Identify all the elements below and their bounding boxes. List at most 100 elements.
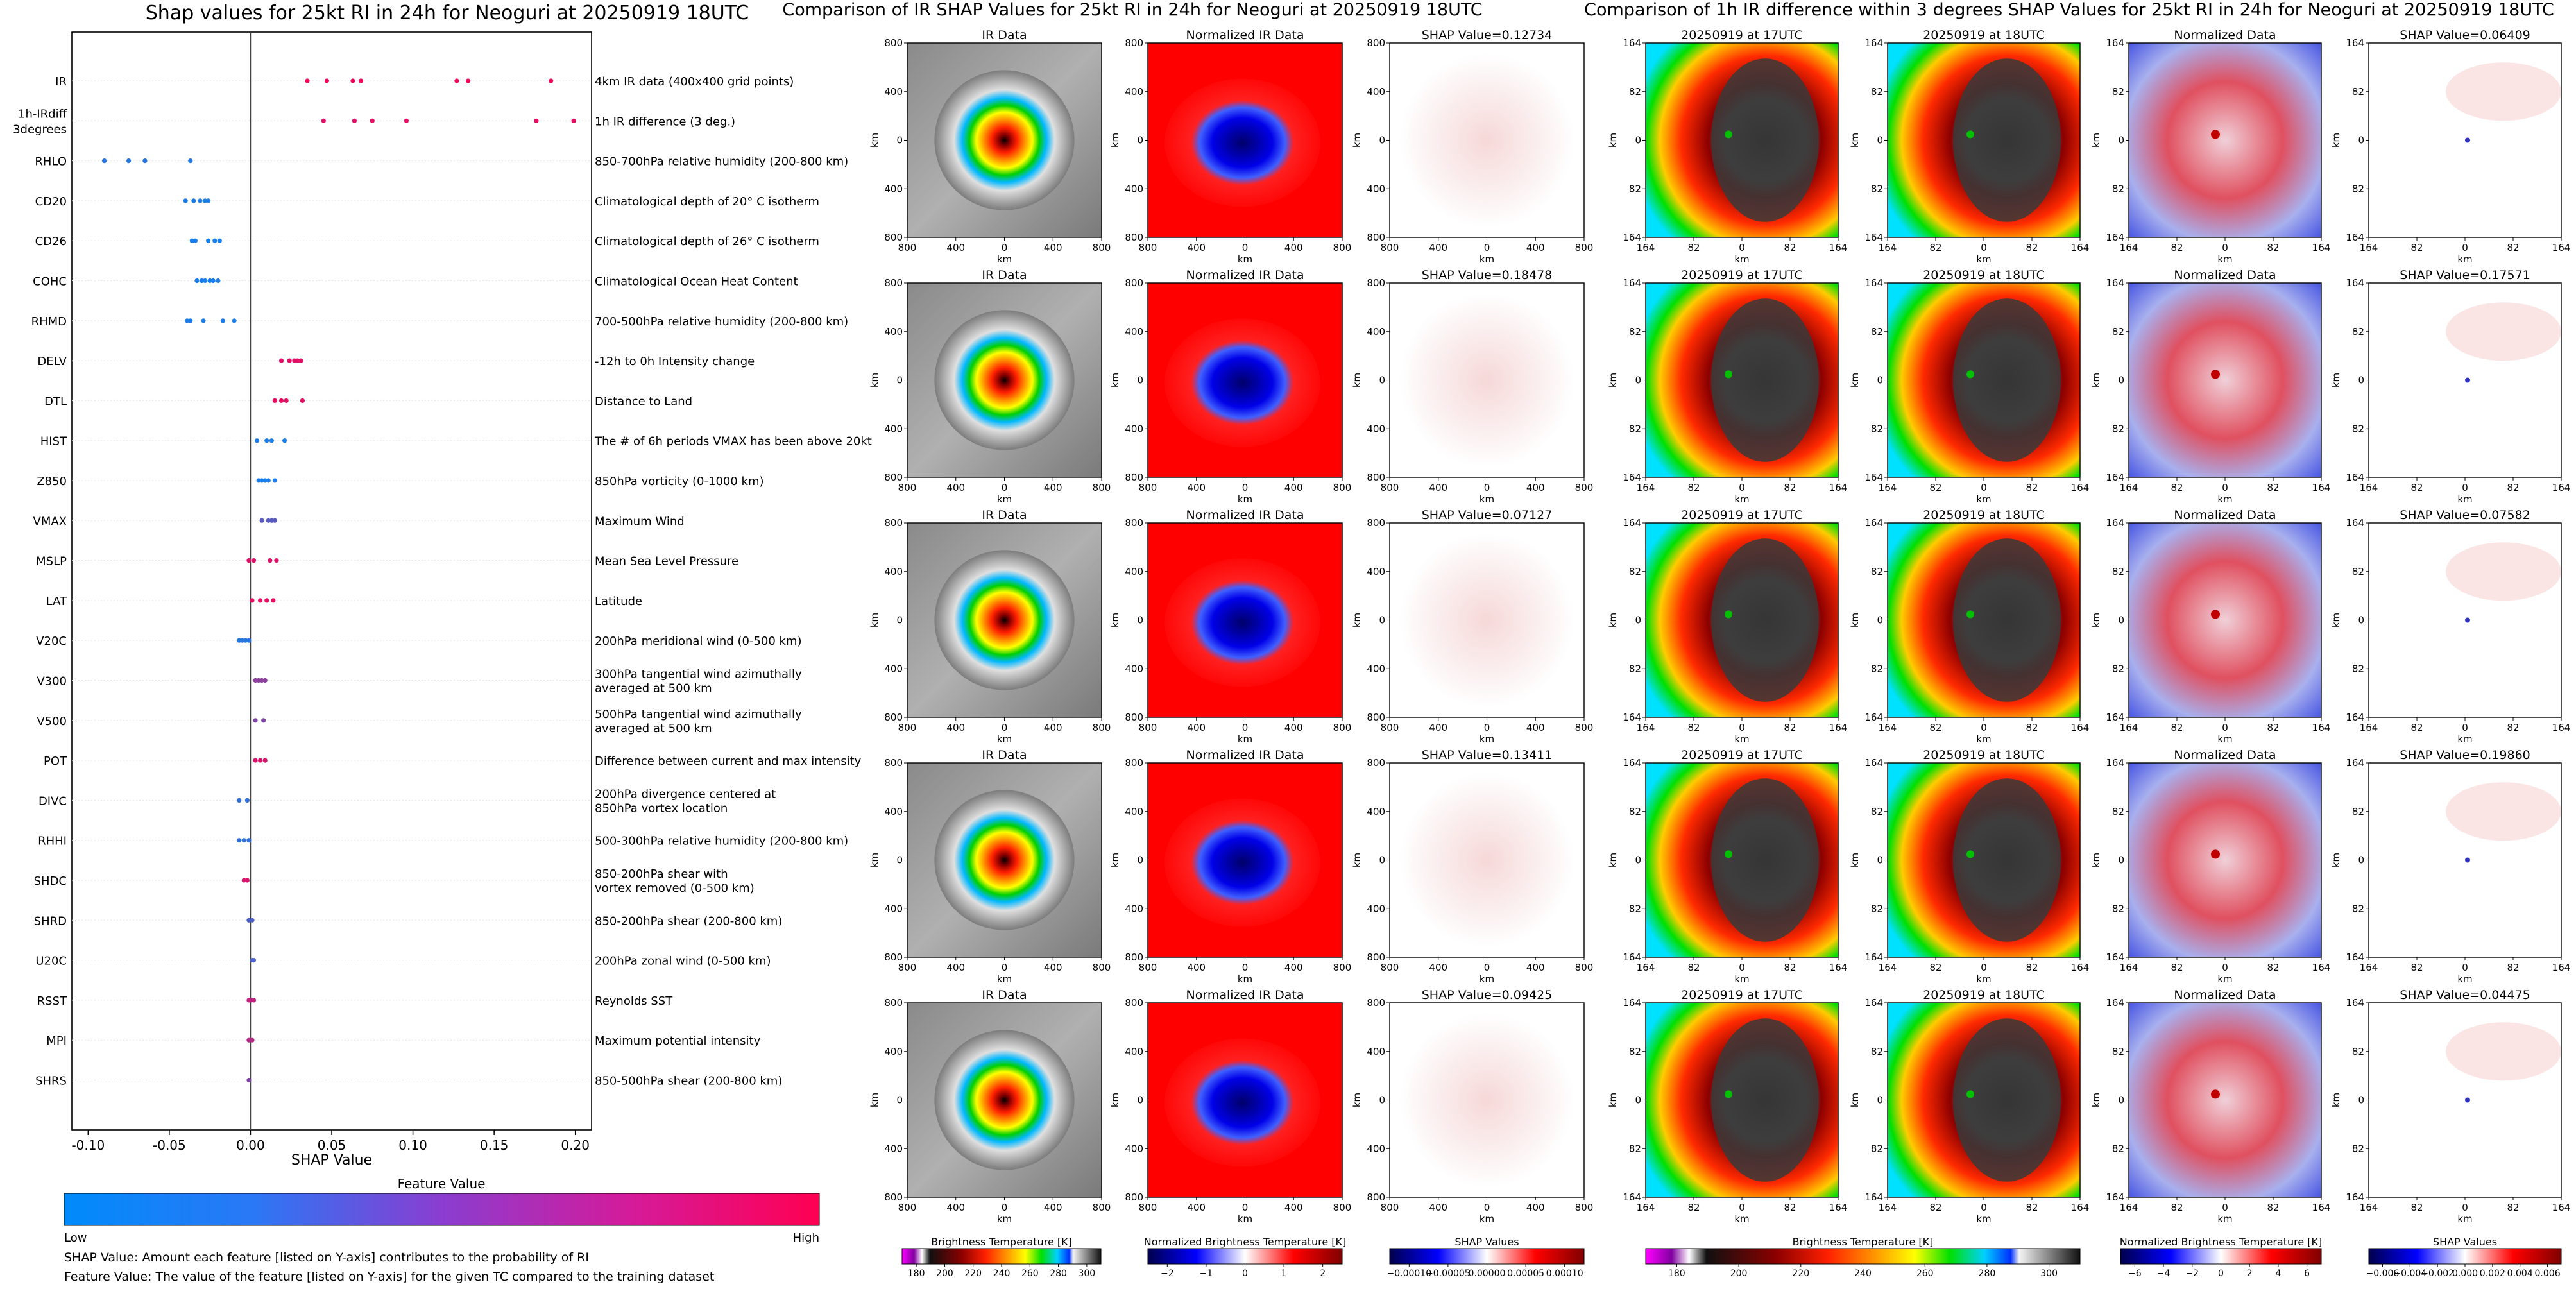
x-tick-label: 82	[2410, 242, 2423, 253]
y-tick-label: 800	[1367, 997, 1385, 1009]
x-tick-label: 82	[1687, 722, 1700, 733]
x-axis-label: km	[1734, 733, 1749, 745]
y-tick-label: 0	[1877, 855, 1883, 866]
y-tick-label: 82	[2352, 1143, 2364, 1154]
x-tick-label: 164	[2120, 242, 2138, 253]
feature-code: CD20	[35, 195, 67, 209]
shap-point	[256, 478, 261, 483]
shap-point	[241, 878, 246, 883]
x-tick-label: 400	[1429, 482, 1447, 493]
feature-description: 300hPa tangential wind azimuthally	[595, 668, 802, 681]
x-tick-label: 0	[1981, 482, 1987, 493]
panel-title: SHAP Value=0.04475	[2400, 988, 2530, 1002]
x-axis-label: km	[997, 733, 1012, 745]
x-tick-label: 800	[1139, 482, 1157, 493]
storm-shape	[1399, 533, 1574, 708]
x-tick-label: 164	[2312, 722, 2331, 733]
storm-shape	[2129, 1003, 2321, 1197]
feature-description: 850-700hPa relative humidity (200-800 km…	[595, 155, 848, 169]
shap-point	[243, 638, 248, 643]
shap-point	[194, 278, 200, 284]
colorbar-tick-label: 200	[936, 1268, 953, 1279]
y-tick-label: 400	[1367, 1143, 1385, 1154]
shap-point	[534, 118, 539, 123]
y-tick-label: 164	[1864, 1191, 1883, 1203]
x-tick-label: 0	[1739, 722, 1745, 733]
storm-shape	[1164, 78, 1320, 207]
y-tick-label: 0	[1137, 855, 1143, 866]
y-tick-label: 400	[884, 326, 903, 337]
shap-point	[278, 358, 284, 363]
y-axis-label: km	[2090, 1093, 2102, 1107]
shap-point	[251, 558, 257, 563]
x-tick-label: 0	[1981, 962, 1987, 973]
y-tick-label: 164	[1623, 37, 1641, 49]
storm-shape	[2446, 542, 2561, 601]
shap-point	[264, 598, 269, 603]
x-tick-label: 82	[1929, 1202, 1941, 1213]
colorbar-high-label: High	[793, 1231, 819, 1245]
panel-title: SHAP Value=0.09425	[1422, 988, 1553, 1002]
x-tick-label: 164	[2312, 962, 2331, 973]
y-tick-label: 0	[2358, 615, 2364, 626]
storm-shape	[2129, 523, 2321, 717]
feature-code: RHLO	[35, 155, 67, 169]
y-tick-label: 400	[884, 1143, 903, 1154]
y-tick-label: 164	[2106, 37, 2124, 49]
x-tick-label: 800	[898, 962, 917, 973]
y-tick-label: 82	[1871, 183, 1883, 194]
y-tick-label: 164	[2106, 517, 2124, 529]
y-tick-label: 82	[2352, 86, 2364, 98]
y-tick-label: 0	[1635, 135, 1641, 146]
y-tick-label: 0	[896, 855, 903, 866]
feature-descriptions: 4km IR data (400x400 grid points) 1h IR d…	[594, 75, 872, 1088]
y-tick-label: 0	[1137, 1095, 1143, 1106]
y-tick-label: 82	[1629, 326, 1641, 337]
y-tick-label: 0	[1379, 375, 1385, 386]
y-tick-label: 0	[2118, 615, 2124, 626]
y-tick-label: 164	[2106, 712, 2124, 723]
x-tick-label: 164	[1829, 722, 1848, 733]
x-tick-label: 82	[2507, 962, 2519, 973]
y-axis-label: km	[1109, 1093, 1121, 1107]
y-tick-label: 400	[1125, 566, 1143, 577]
y-tick-label: 164	[1623, 277, 1641, 289]
y-tick-label: 800	[1367, 712, 1385, 723]
y-tick-label: 800	[1367, 277, 1385, 289]
feature-code: 1h-IRdiff	[18, 107, 67, 121]
x-tick-label: 400	[946, 722, 965, 733]
y-tick-label: 800	[1367, 472, 1385, 483]
y-tick-label: 82	[2112, 86, 2124, 98]
y-tick-label: 164	[2106, 232, 2124, 243]
ir-group-title: Comparison of IR SHAP Values for 25kt RI…	[782, 0, 1482, 20]
y-tick-label: 82	[1629, 1046, 1641, 1057]
y-tick-label: 82	[2112, 566, 2124, 577]
colorbar-tick-label: 0.006	[2535, 1268, 2561, 1279]
x-axis-label: km	[1734, 253, 1749, 265]
x-tick-label: 800	[1333, 242, 1352, 253]
colorbar-tick-label: 2	[1320, 1268, 1326, 1279]
shap-summary-chart: Shap values for 25kt RI in 24h for Neogu…	[13, 2, 872, 1284]
colorbar-tick-label: −0.002	[2421, 1268, 2454, 1279]
y-tick-label: 82	[2352, 806, 2364, 817]
y-tick-label: 82	[1629, 183, 1641, 194]
y-tick-label: 800	[1367, 232, 1385, 243]
x-tick-label: 800	[1093, 242, 1111, 253]
y-tick-label: 400	[884, 663, 903, 674]
x-tick-label: 164	[2360, 482, 2378, 493]
shap-point	[324, 78, 330, 83]
colorbar-tick-label: 200	[1730, 1268, 1748, 1279]
x-tick-label: 400	[1526, 242, 1545, 253]
y-tick-label: 164	[1864, 472, 1883, 483]
x-axis-label: km	[2217, 493, 2232, 505]
feature-code-labels: IR 1h-IRdiff 3degrees RHLO CD20 CD26 COHC RHMD D…	[13, 75, 67, 1088]
panel-title: 20250919 at 17UTC	[1681, 268, 1803, 282]
x-tick-label: 82	[2026, 242, 2038, 253]
y-tick-label: 0	[896, 615, 903, 626]
shap-point	[272, 518, 278, 523]
feature-description: Climatological depth of 26° C isotherm	[595, 235, 819, 248]
colorbar-tick-label: 0.00010	[1546, 1268, 1583, 1279]
shap-point	[253, 758, 258, 763]
x-tick-label: 0	[1242, 482, 1249, 493]
feature-code: V500	[37, 715, 67, 728]
